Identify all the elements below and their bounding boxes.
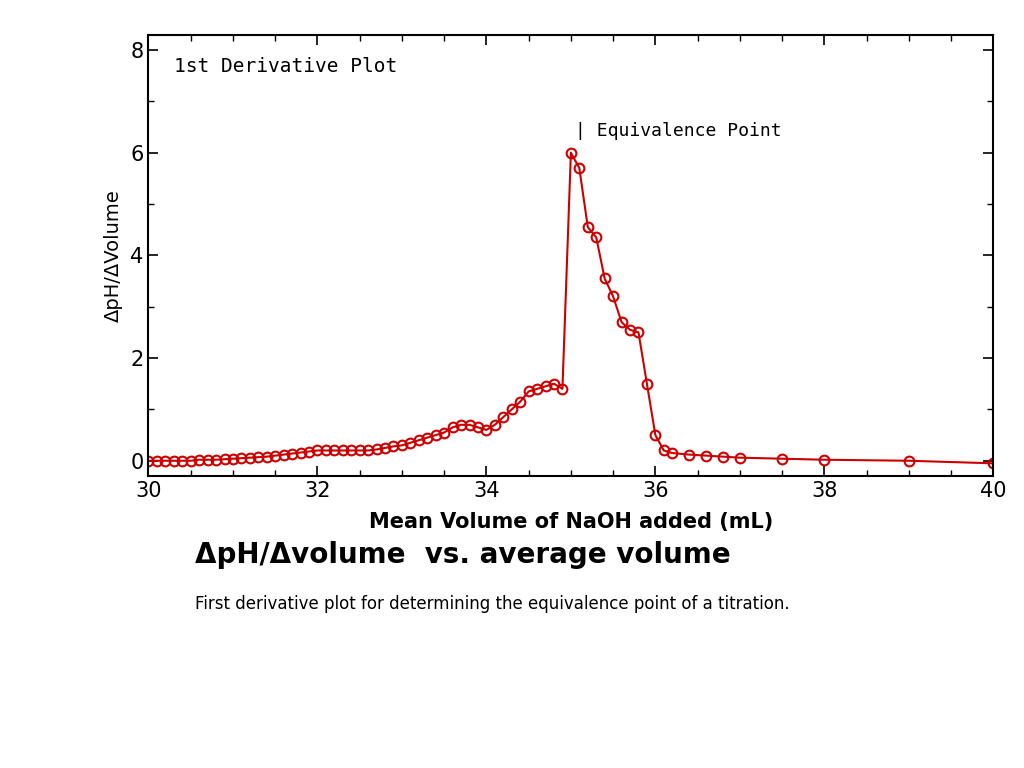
- Y-axis label: ΔpH/ΔVolume: ΔpH/ΔVolume: [104, 189, 123, 322]
- X-axis label: Mean Volume of NaOH added (mL): Mean Volume of NaOH added (mL): [369, 512, 773, 532]
- Text: ΔpH/Δvolume  vs. average volume: ΔpH/Δvolume vs. average volume: [195, 541, 730, 569]
- Text: 1st Derivative Plot: 1st Derivative Plot: [174, 57, 397, 75]
- Text: | Equivalence Point: | Equivalence Point: [575, 122, 781, 140]
- Text: First derivative plot for determining the equivalence point of a titration.: First derivative plot for determining th…: [195, 595, 790, 613]
